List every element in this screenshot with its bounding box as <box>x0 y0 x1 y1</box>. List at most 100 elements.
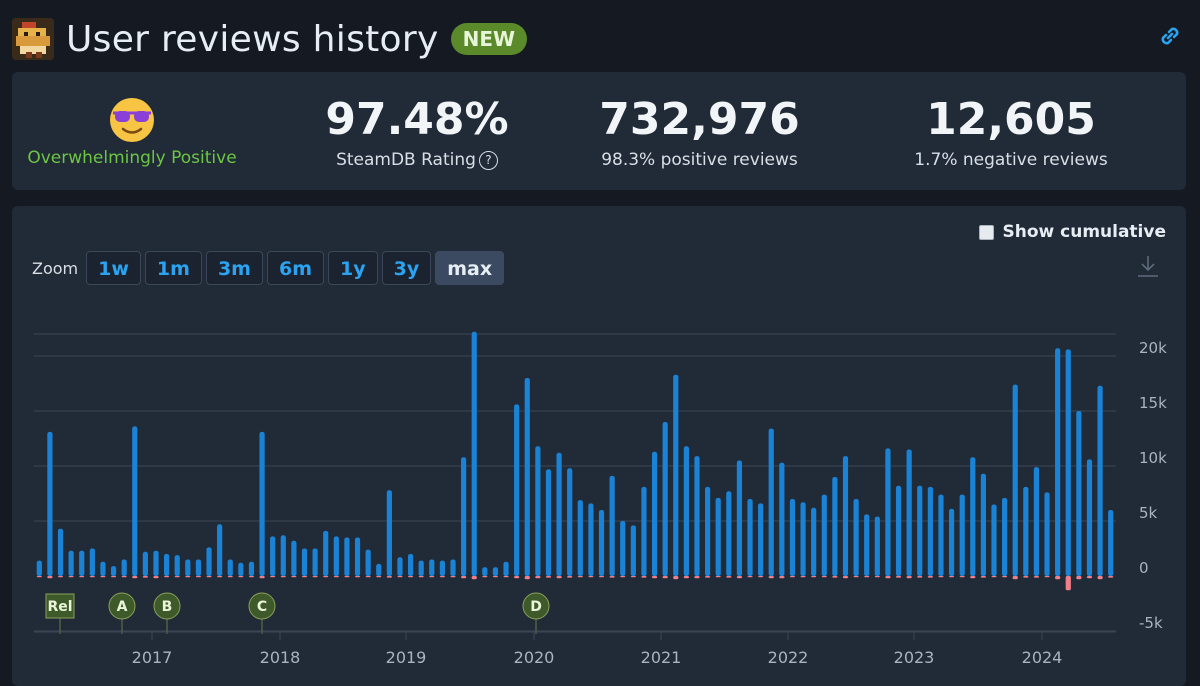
negative-count: 12,605 <box>926 94 1096 145</box>
negative-bar <box>344 576 350 578</box>
positive-reviews: 732,976 98.3% positive reviews <box>567 72 832 216</box>
negative-bar <box>895 576 902 578</box>
positive-bar <box>620 521 626 576</box>
negative-bar <box>217 576 223 578</box>
positive-bar <box>959 494 965 576</box>
negative-bar <box>524 576 530 580</box>
negative-bar <box>726 576 732 578</box>
marker-label: A <box>117 599 128 615</box>
positive-bar <box>429 559 435 576</box>
negative-bar <box>57 576 64 578</box>
positive-bar <box>821 494 827 576</box>
help-icon[interactable]: ? <box>478 151 498 170</box>
negative-bar <box>439 576 446 578</box>
positive-bar <box>206 547 212 576</box>
positive-bar <box>503 561 509 576</box>
negative-bar <box>36 576 42 578</box>
positive-bar <box>471 331 477 576</box>
positive-bar <box>758 503 764 576</box>
negative-bar <box>492 576 499 578</box>
negative-bar <box>482 576 488 578</box>
positive-bar <box>174 555 180 576</box>
negative-bar <box>418 576 424 578</box>
negative-bar <box>1076 576 1082 580</box>
negative-bar <box>545 576 552 578</box>
positive-bar <box>110 566 117 576</box>
positive-bar <box>89 548 95 576</box>
negative-bar <box>1023 576 1029 578</box>
positive-bar <box>185 559 191 576</box>
negative-bar <box>68 576 74 578</box>
positive-bar <box>874 516 880 576</box>
positive-bar <box>906 449 912 576</box>
positive-bar <box>79 550 85 576</box>
positive-bar <box>853 499 859 576</box>
negative-bar <box>694 576 700 579</box>
positive-bar <box>36 560 42 576</box>
positive-bar <box>301 548 308 576</box>
negative-bar <box>354 576 361 578</box>
event-marker <box>522 592 550 620</box>
zoom-max-button[interactable]: max <box>435 251 505 285</box>
positive-bar <box>1097 385 1103 576</box>
positive-bar <box>68 550 74 576</box>
zoom-6m-button[interactable]: 6m <box>266 251 324 285</box>
positive-bar <box>715 497 721 576</box>
cumulative-checkbox[interactable] <box>979 224 995 240</box>
zoom-3y-button[interactable]: 3y <box>381 251 432 285</box>
zoom-3m-button[interactable]: 3m <box>205 251 263 285</box>
negative-bar <box>301 576 308 578</box>
negative-bar <box>948 576 955 578</box>
positive-bar <box>1076 411 1082 576</box>
event-marker <box>153 592 181 620</box>
negative-bar <box>609 576 615 578</box>
positive-bar <box>132 426 138 576</box>
positive-bar <box>376 563 382 576</box>
negative-bar <box>768 576 774 579</box>
positive-bar <box>811 507 817 576</box>
positive-bar <box>630 525 636 576</box>
positive-bar <box>694 456 700 576</box>
positive-bar <box>461 457 467 576</box>
y-tick-label: 20k <box>1139 339 1167 357</box>
negative-bar <box>789 576 796 578</box>
link-icon[interactable] <box>1156 22 1184 50</box>
y-tick-label: 5k <box>1139 504 1158 522</box>
negative-bar <box>461 576 467 579</box>
positive-bar <box>683 446 689 576</box>
y-tick-label: 0 <box>1139 559 1149 577</box>
zoom-1m-button[interactable]: 1m <box>144 251 202 285</box>
negative-bar <box>811 576 817 578</box>
marker-label: Rel <box>47 599 72 615</box>
zoom-1w-button[interactable]: 1w <box>86 251 141 285</box>
marker-label: B <box>162 599 173 615</box>
positive-bar <box>259 431 265 576</box>
sunglasses-face-icon <box>108 96 156 144</box>
positive-bar <box>248 561 255 576</box>
positive-bar <box>1044 492 1050 576</box>
negative-bar <box>153 576 159 579</box>
negative-bar <box>662 576 668 579</box>
download-icon[interactable] <box>1136 254 1160 280</box>
positive-bar <box>991 504 997 576</box>
positive-bar <box>492 567 499 576</box>
negative-bar <box>842 576 849 579</box>
positive-bar <box>895 485 902 576</box>
positive-bar <box>609 475 615 576</box>
positive-bar <box>407 554 414 576</box>
negative-bar <box>917 576 923 578</box>
x-tick-label: 2019 <box>386 648 427 667</box>
positive-bar <box>598 510 605 576</box>
positive-bar <box>524 378 530 576</box>
zoom-1y-button[interactable]: 1y <box>328 251 378 285</box>
negative-bar <box>598 576 605 578</box>
positive-bar <box>1055 348 1061 576</box>
positive-bar <box>195 559 202 576</box>
show-cumulative-toggle[interactable]: Show cumulative <box>979 222 1166 242</box>
positive-bar <box>832 477 838 576</box>
positive-bar <box>800 502 806 576</box>
negative-bar <box>185 576 191 578</box>
negative-bar <box>514 576 520 579</box>
page-header: User reviews history NEW <box>12 14 528 64</box>
negative-bar <box>280 576 286 578</box>
